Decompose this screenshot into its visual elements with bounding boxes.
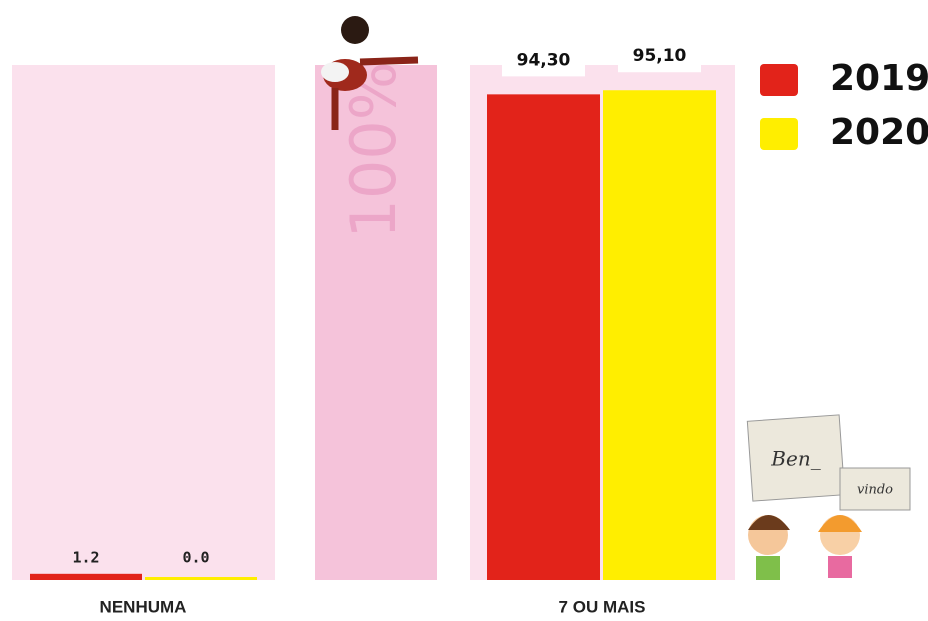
legend-swatch <box>760 64 798 96</box>
x-tick-label: NENHUMA <box>100 597 187 616</box>
value-label: 94,30 <box>517 50 571 70</box>
bar <box>487 94 600 580</box>
chart: 100% Ben_ vindo NENHUMA1.20.07 OU MAIS94… <box>0 0 928 621</box>
value-label: 95,10 <box>633 46 687 66</box>
legend-swatch <box>760 118 798 150</box>
bar <box>145 577 257 580</box>
sign-text: Ben_ <box>770 447 820 471</box>
value-label: 1.2 <box>72 549 99 567</box>
legend-label: 2019 <box>830 58 928 99</box>
value-label: 0.0 <box>182 549 209 567</box>
x-tick-label: 7 OU MAIS <box>559 597 646 616</box>
group-background <box>12 65 275 580</box>
bar <box>30 574 142 580</box>
bar <box>603 90 716 580</box>
sign-text: vindo <box>857 483 893 498</box>
legend-label: 2020 <box>830 112 928 153</box>
